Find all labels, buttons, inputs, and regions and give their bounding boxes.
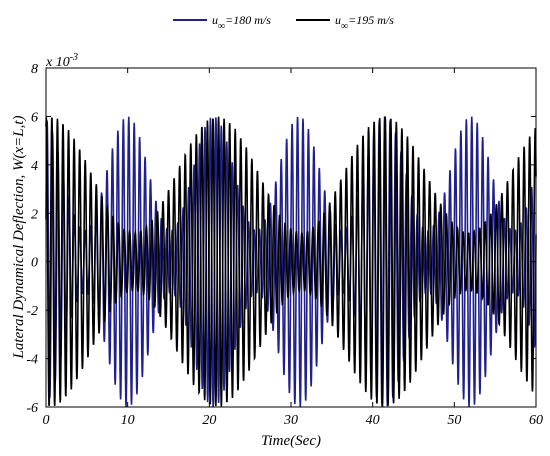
x-tick-label: 20 xyxy=(202,413,216,428)
series-line-1 xyxy=(45,116,537,408)
x-tick-label: 0 xyxy=(43,413,50,428)
y-tick-label: 8 xyxy=(31,62,38,77)
x-axis-label: Time(Sec) xyxy=(261,433,321,449)
x-tick-label: 60 xyxy=(529,413,543,428)
legend-label-series-1: u∞=180 m/s xyxy=(212,13,271,32)
y-tick-label: 4 xyxy=(31,159,38,174)
y-tick-label: 0 xyxy=(31,256,38,271)
x-tick-label: 10 xyxy=(121,413,135,428)
series-line-2 xyxy=(45,116,537,407)
series-group xyxy=(45,116,537,408)
x-tick-label: 40 xyxy=(366,413,380,428)
x-tick-label: 30 xyxy=(283,413,298,428)
legend: u∞=180 m/s u∞=195 m/s xyxy=(173,13,394,32)
legend-label-series-2: u∞=195 m/s xyxy=(335,13,394,32)
x-tick-label: 50 xyxy=(447,413,461,428)
y-axis: -6 -4 -2 0 2 4 6 8 xyxy=(26,62,536,416)
y-axis-label: Lateral Dynamical Deflection, W(x=L,t) xyxy=(11,116,27,360)
y-tick-label: 6 xyxy=(31,110,38,125)
y-tick-label: -6 xyxy=(26,401,38,416)
y-tick-label: 2 xyxy=(31,207,38,222)
y-exponent-label: x 10-3 xyxy=(45,52,78,70)
x-axis: 0 10 20 30 40 50 60 xyxy=(43,68,543,428)
y-tick-label: -4 xyxy=(26,353,38,368)
y-tick-label: -2 xyxy=(26,304,38,319)
